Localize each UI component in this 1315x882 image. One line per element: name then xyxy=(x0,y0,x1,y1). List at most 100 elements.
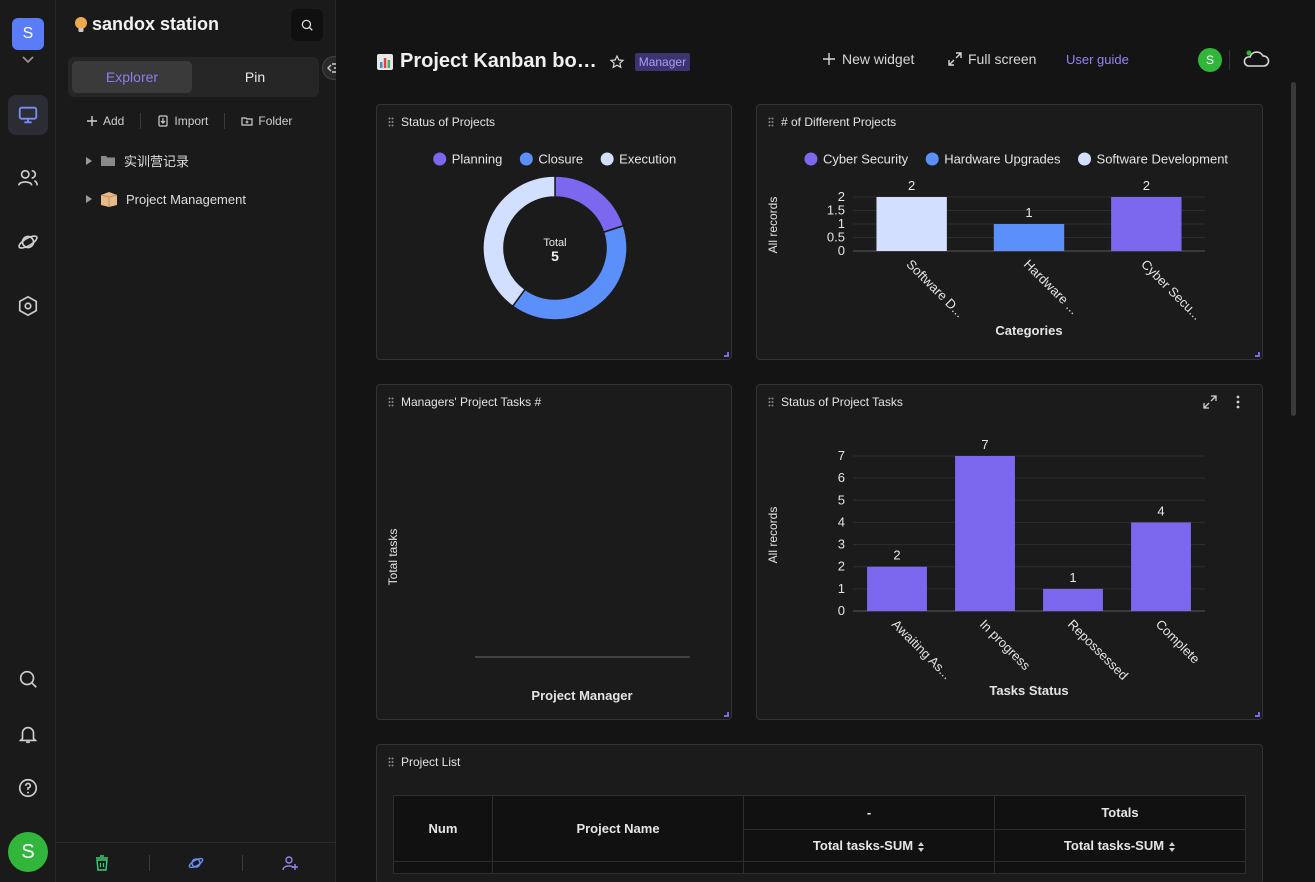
main-scrollbar[interactable] xyxy=(1291,82,1296,416)
rail-search-button[interactable] xyxy=(8,659,48,699)
y-tick-label: 7 xyxy=(838,448,845,463)
widget-task-status[interactable]: Status of Project Tasks 7 6 5 4 3 2 1 0 2 Awaitin… xyxy=(756,384,1263,720)
project-list-table: Num Project Name - Totals Total tasks-SU… xyxy=(393,795,1246,874)
sort-icon[interactable] xyxy=(917,841,925,853)
footer-divider xyxy=(149,855,150,871)
collaborator-avatar[interactable]: S xyxy=(1198,48,1222,72)
data-label: 2 xyxy=(908,178,915,193)
expand-arrow-icon[interactable] xyxy=(86,156,92,165)
donut-center-label: Total xyxy=(543,237,566,249)
header-total-tasks-sum[interactable]: Total tasks-SUM xyxy=(994,829,1246,862)
plus-icon xyxy=(87,116,97,126)
legend-label[interactable]: Execution xyxy=(619,152,676,167)
resize-handle[interactable] xyxy=(1255,712,1260,717)
data-label: 1 xyxy=(1069,570,1076,585)
x-tick-label: Cyber Secu... xyxy=(1138,257,1204,323)
rail-explore-button[interactable] xyxy=(8,222,48,262)
rail-workbench-button[interactable] xyxy=(8,95,48,135)
new-widget-button[interactable]: New widget xyxy=(822,51,914,67)
legend-swatch xyxy=(804,152,818,166)
sort-icon[interactable] xyxy=(1168,841,1176,853)
add-button[interactable]: Add xyxy=(86,114,124,128)
action-divider xyxy=(224,113,226,129)
data-label: 2 xyxy=(1143,178,1150,193)
more-vertical-icon[interactable] xyxy=(1235,395,1241,409)
header-num[interactable]: Num xyxy=(393,795,493,862)
header-divider xyxy=(1229,50,1230,70)
x-axis-label: Project Manager xyxy=(531,688,632,703)
resize-handle[interactable] xyxy=(724,352,729,357)
space-title[interactable]: sandox station xyxy=(74,14,219,35)
pie-slice[interactable] xyxy=(482,175,556,308)
widget-status-of-projects[interactable]: Status of Projects Planning Closure Execut… xyxy=(376,104,732,360)
legend-swatch xyxy=(519,152,533,166)
legend-label[interactable]: Cyber Security xyxy=(823,152,909,167)
bar[interactable] xyxy=(955,456,1015,611)
dashboard-title[interactable]: Project Kanban bo… xyxy=(400,50,597,72)
star-icon[interactable] xyxy=(609,54,625,70)
chevron-down-icon[interactable] xyxy=(20,54,36,66)
tab-pin[interactable]: Pin xyxy=(244,69,266,85)
full-screen-button[interactable]: Full screen xyxy=(948,51,1036,67)
folder-label: Folder xyxy=(258,114,293,128)
widget-title: Project List xyxy=(401,755,461,769)
x-tick-label: Awaiting As... xyxy=(889,617,955,683)
import-button[interactable]: Import xyxy=(157,114,208,128)
widget-header: Project List xyxy=(388,755,460,769)
bar[interactable] xyxy=(876,197,947,251)
expand-icon[interactable] xyxy=(1203,395,1217,409)
widget-different-projects[interactable]: # of Different Projects Cyber Security Ha… xyxy=(756,104,1263,360)
header-total-tasks-sum[interactable]: Total tasks-SUM xyxy=(743,829,995,862)
legend-label[interactable]: Software Development xyxy=(1097,152,1229,167)
search-icon xyxy=(301,19,313,31)
bar[interactable] xyxy=(1111,197,1182,251)
panel-footer xyxy=(56,842,336,882)
table-row xyxy=(743,861,995,874)
rail-members-button[interactable] xyxy=(8,158,48,198)
x-tick-label: Repossessed xyxy=(1065,617,1131,683)
space-avatar[interactable]: S xyxy=(12,18,44,50)
panel-search-button[interactable] xyxy=(291,9,323,41)
widget-header: Managers' Project Tasks # xyxy=(388,395,541,409)
user-avatar[interactable]: S xyxy=(8,832,48,872)
planet-icon[interactable] xyxy=(188,855,204,871)
dashboard-header: Project Kanban bo… Manager xyxy=(376,50,691,73)
rail-notifications-button[interactable] xyxy=(8,714,48,754)
cloud-sync-icon[interactable] xyxy=(1242,48,1270,70)
user-guide-link[interactable]: User guide xyxy=(1066,52,1129,67)
trash-icon[interactable] xyxy=(94,855,110,871)
header-project-name[interactable]: Project Name xyxy=(492,795,744,862)
folder-button[interactable]: Folder xyxy=(241,114,292,128)
new-widget-label: New widget xyxy=(842,51,915,67)
add-user-icon[interactable] xyxy=(282,855,298,871)
rail-help-button[interactable] xyxy=(8,768,48,808)
bar-chart-emoji-icon xyxy=(377,53,393,70)
legend-label[interactable]: Planning xyxy=(452,152,503,167)
y-tick-label: 1 xyxy=(838,581,845,596)
resize-handle[interactable] xyxy=(1255,352,1260,357)
bar[interactable] xyxy=(1131,522,1191,611)
legend-label[interactable]: Closure xyxy=(538,152,583,167)
bar[interactable] xyxy=(993,224,1065,251)
tree-item-project-management[interactable]: Project Management xyxy=(86,191,246,207)
users-icon xyxy=(18,169,38,186)
resize-handle[interactable] xyxy=(724,712,729,717)
bar[interactable] xyxy=(1043,588,1103,611)
drag-handle-icon[interactable] xyxy=(388,397,394,407)
widget-project-list[interactable]: Project List Num Project Name - Totals T… xyxy=(376,744,1263,882)
tree-item-training[interactable]: 实训营记录 xyxy=(86,151,189,170)
legend-label[interactable]: Hardware Upgrades xyxy=(944,152,1061,167)
expand-arrow-icon[interactable] xyxy=(86,195,92,203)
tab-explorer[interactable]: Explorer xyxy=(72,61,192,93)
widget-title: Managers' Project Tasks # xyxy=(401,395,542,409)
drag-handle-icon[interactable] xyxy=(768,397,774,407)
bar[interactable] xyxy=(867,566,927,611)
rail-settings-button[interactable] xyxy=(8,286,48,326)
widget-managers-tasks[interactable]: Managers' Project Tasks # Total tasks Pro… xyxy=(376,384,732,720)
plus-icon xyxy=(823,53,835,65)
drag-handle-icon[interactable] xyxy=(768,117,774,127)
pie-slice[interactable] xyxy=(554,175,625,234)
pie-slice[interactable] xyxy=(511,224,628,321)
drag-handle-icon[interactable] xyxy=(388,117,394,127)
drag-handle-icon[interactable] xyxy=(388,757,394,767)
